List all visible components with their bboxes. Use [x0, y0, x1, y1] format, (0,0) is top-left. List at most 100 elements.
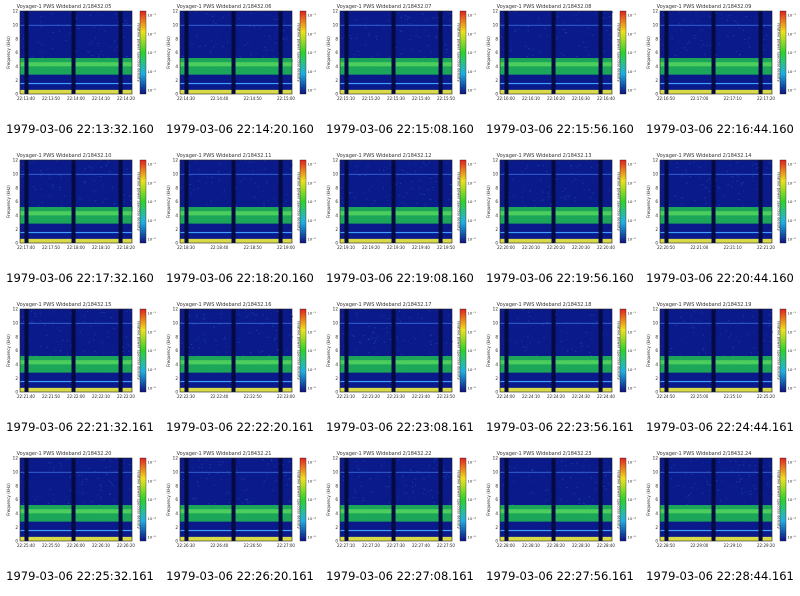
panel-caption: 1979-03-06 22:27:08.161 — [326, 569, 474, 583]
colorbar-tick-label: 10⁻² — [788, 180, 797, 185]
y-tick-label: 12 — [13, 9, 19, 14]
colorbar-tick-label: 10⁻¹ — [788, 162, 797, 167]
spectrogram-panel: Voyager-1 PWS Wideband 2/18432.15 0 2 4 6 8 10… — [0, 298, 160, 447]
spectrogram-thumbnail: Voyager-1 PWS Wideband 2/18432.11 0 2 4 6 8 10… — [166, 153, 317, 250]
colorbar-tick-label: 10⁻¹ — [148, 162, 157, 167]
colorbar-tick-label: 10⁻² — [308, 180, 317, 185]
y-tick-label: 8 — [15, 185, 18, 190]
colorbar-label: relative power spectral density — [457, 470, 462, 530]
colorbar-label: relative power spectral density — [297, 172, 302, 232]
x-tick-label: 22:26:40 — [210, 543, 228, 548]
x-tick-label: 22:23:10 — [337, 394, 355, 399]
colorbar-tick-label: 10⁻¹ — [628, 162, 637, 167]
y-tick-label: 4 — [335, 64, 338, 69]
y-tick-label: 10 — [493, 171, 499, 176]
x-tick-label: 22:14:50 — [244, 96, 262, 101]
colorbar — [459, 457, 467, 542]
y-tick-label: 0 — [655, 539, 658, 544]
colorbar-tick-label: 10⁻² — [468, 329, 477, 334]
colorbar-tick-label: 10⁻² — [468, 180, 477, 185]
x-tick-label: 22:17:20 — [757, 96, 775, 101]
spectrogram-image — [339, 308, 453, 393]
colorbar-tick-label: 10⁻⁵ — [308, 88, 317, 93]
panel-caption: 1979-03-06 22:25:32.161 — [6, 569, 154, 583]
colorbar-tick-label: 10⁻⁵ — [468, 386, 477, 391]
y-tick-label: 0 — [335, 390, 338, 395]
colorbar-tick-label: 10⁻¹ — [468, 460, 477, 465]
colorbar-tick-label: 10⁻⁵ — [628, 88, 637, 93]
spectrogram-panel: Voyager-1 PWS Wideband 2/18432.16 0 2 4 6 8 10… — [160, 298, 320, 447]
colorbar-tick-label: 10⁻³ — [628, 497, 637, 502]
y-tick-label: 10 — [653, 469, 659, 474]
y-tick-label: 8 — [175, 334, 178, 339]
colorbar-label: relative power spectral density — [137, 172, 142, 232]
y-tick-label: 4 — [175, 511, 178, 516]
colorbar-tick-label: 10⁻³ — [148, 348, 157, 353]
spectrogram-image — [499, 457, 613, 542]
x-tick-label: 22:20:10 — [522, 245, 540, 250]
x-tick-label: 22:16:00 — [497, 96, 515, 101]
x-tick-label: 22:13:40 — [17, 96, 35, 101]
panel-title: Voyager-1 PWS Wideband 2/18432.10 — [17, 153, 112, 159]
y-axis-label: Frequency (kHz) — [486, 483, 491, 516]
colorbar-tick-label: 10⁻² — [628, 180, 637, 185]
x-tick-label: 22:15:40 — [412, 96, 430, 101]
spectrogram-panel: Voyager-1 PWS Wideband 2/18432.18 0 2 4 6 8 10… — [480, 298, 640, 447]
y-tick-label: 8 — [175, 185, 178, 190]
y-tick-label: 2 — [175, 227, 178, 232]
y-tick-label: 0 — [495, 241, 498, 246]
spectrogram-image — [659, 10, 773, 95]
colorbar-tick-label: 10⁻⁴ — [788, 69, 797, 74]
spectrogram-panel: Voyager-1 PWS Wideband 2/18432.21 0 2 4 6 8 10… — [160, 447, 320, 596]
y-tick-label: 6 — [655, 199, 658, 204]
y-tick-label: 6 — [655, 497, 658, 502]
colorbar-label: relative power spectral density — [137, 470, 142, 530]
x-tick-label: 22:15:00 — [277, 96, 295, 101]
x-tick-label: 22:25:00 — [690, 394, 708, 399]
y-tick-label: 0 — [175, 92, 178, 97]
y-tick-label: 6 — [335, 348, 338, 353]
y-tick-label: 6 — [495, 199, 498, 204]
panel-title: Voyager-1 PWS Wideband 2/18432.20 — [17, 451, 112, 457]
y-tick-label: 0 — [655, 92, 658, 97]
y-tick-label: 6 — [175, 497, 178, 502]
colorbar-tick-label: 10⁻¹ — [468, 13, 477, 18]
y-tick-label: 10 — [333, 320, 339, 325]
x-tick-label: 22:14:20 — [117, 96, 135, 101]
panel-caption: 1979-03-06 22:18:20.160 — [166, 271, 314, 285]
y-tick-label: 0 — [655, 241, 658, 246]
y-tick-label: 0 — [15, 539, 18, 544]
spectrogram-image — [499, 10, 614, 95]
colorbar-tick-label: 10⁻⁵ — [628, 237, 637, 242]
x-tick-label: 22:18:50 — [244, 245, 262, 250]
y-tick-label: 2 — [495, 227, 498, 232]
y-tick-label: 2 — [655, 525, 658, 530]
colorbar-tick-label: 10⁻³ — [468, 50, 477, 55]
colorbar — [299, 10, 307, 95]
colorbar-tick-label: 10⁻¹ — [148, 311, 157, 316]
spectrogram-thumbnail: Voyager-1 PWS Wideband 2/18432.21 0 2 4 6 8 10… — [166, 451, 316, 548]
y-tick-label: 10 — [173, 320, 179, 325]
colorbar — [459, 159, 467, 244]
colorbar-tick-label: 10⁻¹ — [308, 162, 317, 167]
colorbar-tick-label: 10⁻⁵ — [468, 237, 477, 242]
colorbar-tick-label: 10⁻⁵ — [148, 88, 157, 93]
spectrogram-thumbnail: Voyager-1 PWS Wideband 2/18432.09 0 2 4 6 8 10… — [646, 4, 797, 101]
colorbar-label: relative power spectral density — [457, 23, 462, 83]
x-tick-label: 22:24:30 — [572, 394, 590, 399]
y-tick-label: 8 — [655, 483, 658, 488]
y-tick-label: 4 — [175, 362, 178, 367]
y-tick-label: 12 — [173, 9, 179, 14]
y-tick-label: 8 — [655, 36, 658, 41]
x-tick-label: 22:22:20 — [117, 394, 135, 399]
colorbar-tick-label: 10⁻¹ — [788, 311, 797, 316]
colorbar-tick-label: 10⁻¹ — [628, 13, 637, 18]
y-tick-label: 4 — [495, 213, 498, 218]
panel-title: Voyager-1 PWS Wideband 2/18432.11 — [177, 153, 272, 159]
panel-title: Voyager-1 PWS Wideband 2/18432.12 — [337, 153, 432, 159]
x-tick-label: 22:18:20 — [117, 245, 135, 250]
colorbar — [139, 159, 147, 244]
spectrogram-image — [179, 10, 293, 95]
x-tick-label: 22:20:50 — [657, 245, 675, 250]
spectrogram-panel: Voyager-1 PWS Wideband 2/18432.17 0 2 4 6 8 10… — [320, 298, 480, 447]
